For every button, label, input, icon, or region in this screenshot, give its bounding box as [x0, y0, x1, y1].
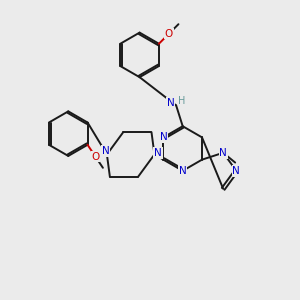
Text: N: N	[219, 148, 227, 158]
Text: N: N	[167, 98, 175, 108]
Text: N: N	[101, 146, 109, 156]
Text: O: O	[92, 152, 100, 162]
Text: N: N	[154, 148, 162, 158]
Text: H: H	[178, 96, 186, 106]
Text: N: N	[179, 166, 187, 176]
Text: N: N	[232, 166, 240, 176]
Text: O: O	[165, 29, 173, 39]
Text: N: N	[160, 132, 167, 142]
